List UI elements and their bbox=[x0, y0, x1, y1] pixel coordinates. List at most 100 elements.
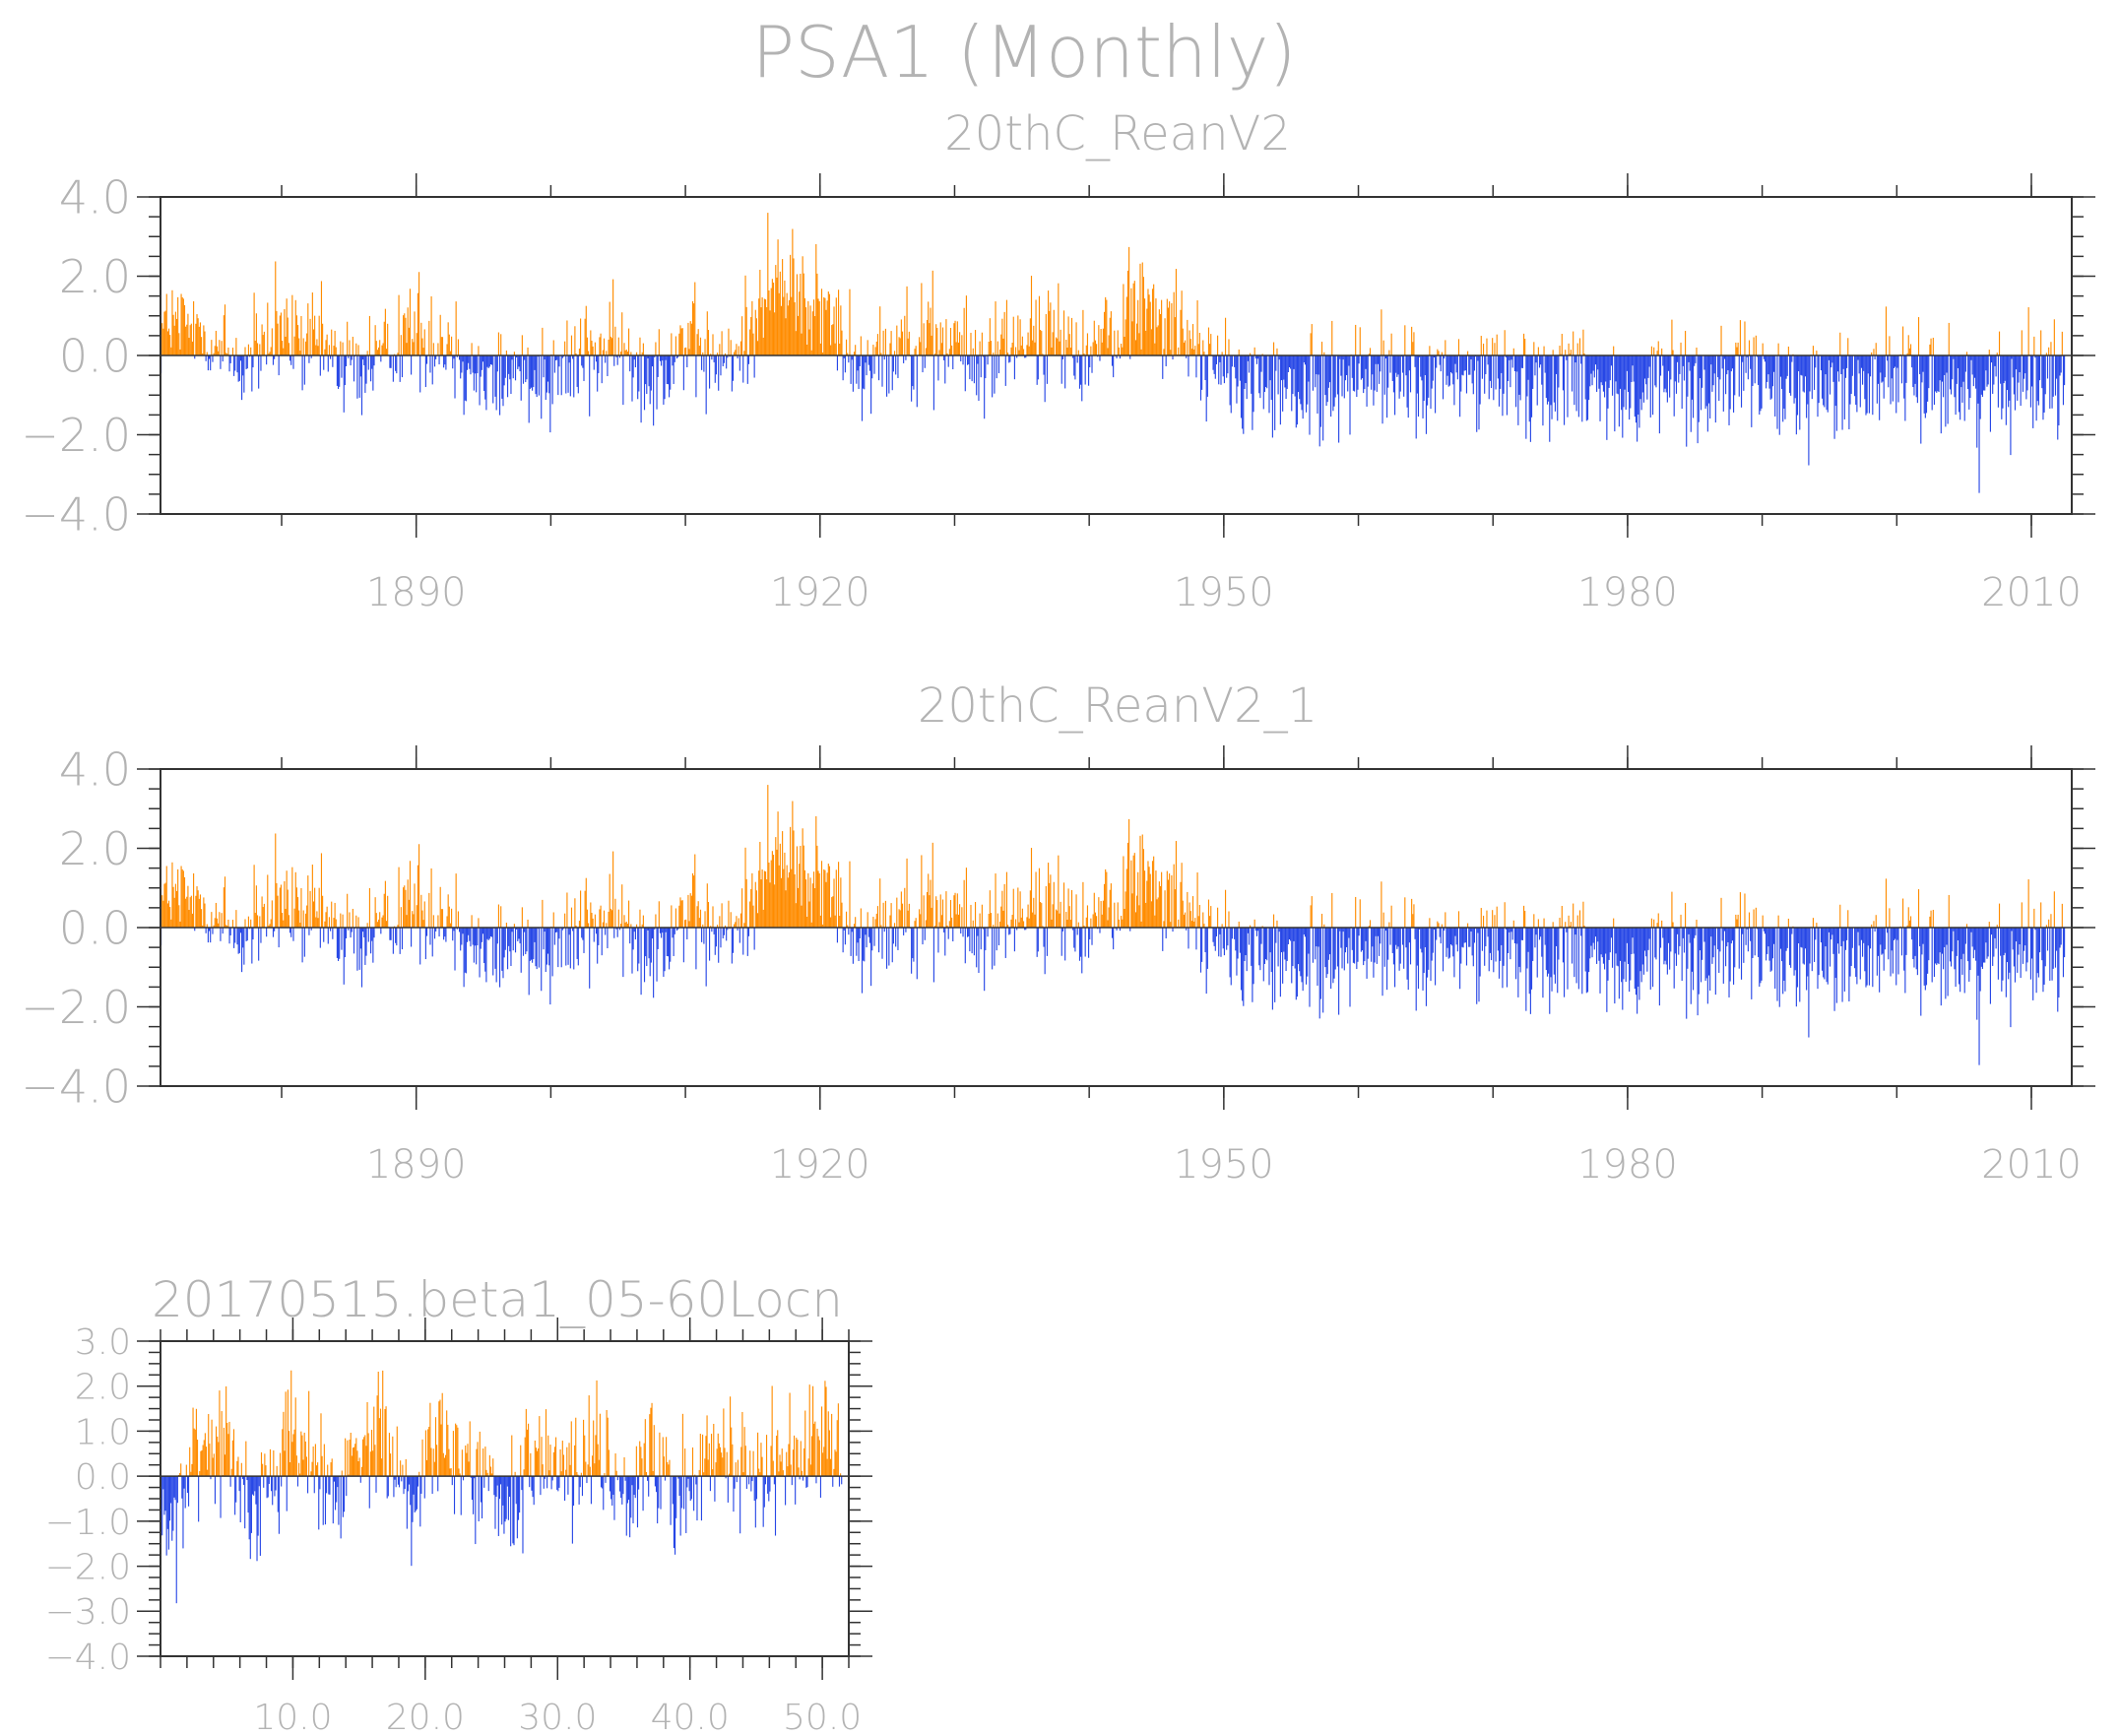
bar-month-745 bbox=[996, 355, 997, 379]
bar-month-1288 bbox=[1605, 355, 1607, 382]
bar-month-1569 bbox=[1920, 928, 1922, 1016]
bar-month-1426 bbox=[1760, 355, 1762, 412]
bar-month-1515 bbox=[1859, 928, 1861, 980]
bar-month-1206 bbox=[1512, 920, 1514, 928]
bar-month-995 bbox=[1276, 348, 1278, 355]
bar-month-1643 bbox=[2003, 928, 2005, 956]
bar-month-370 bbox=[575, 354, 577, 355]
bar-month-1618 bbox=[1975, 928, 1977, 961]
bar-month-1642 bbox=[2002, 355, 2004, 409]
bar-month-244 bbox=[429, 1402, 431, 1477]
bar-month-1656 bbox=[2018, 928, 2020, 955]
bar-month-961 bbox=[1238, 921, 1240, 928]
bar-month-1475 bbox=[1815, 355, 1817, 368]
bar-month-452 bbox=[667, 355, 670, 385]
bar-month-345 bbox=[546, 928, 549, 954]
bar-month-205 bbox=[386, 1476, 388, 1499]
bar-month-1324 bbox=[1645, 928, 1647, 957]
bar-month-1607 bbox=[1962, 355, 1964, 382]
bar-month-868 bbox=[1133, 281, 1135, 355]
bar-month-1108 bbox=[1403, 355, 1405, 397]
bar-month-838 bbox=[1100, 901, 1102, 928]
bar-month-296 bbox=[492, 928, 494, 976]
bar-month-658 bbox=[898, 909, 900, 928]
bar-month-471 bbox=[688, 921, 690, 928]
bar-month-371 bbox=[569, 1464, 571, 1477]
bar-month-976 bbox=[1254, 928, 1256, 932]
bar-month-165 bbox=[342, 1476, 344, 1517]
bar-month-291 bbox=[486, 355, 488, 367]
bar-month-578 bbox=[808, 329, 810, 355]
bar-month-792 bbox=[1049, 310, 1051, 355]
y-tick-label: 0.0 bbox=[59, 330, 131, 383]
bar-month-217 bbox=[404, 885, 406, 928]
bar-month-630 bbox=[867, 340, 868, 355]
bar-month-1348 bbox=[1672, 350, 1674, 355]
bar-month-724 bbox=[972, 920, 974, 928]
bar-month-521 bbox=[744, 275, 746, 355]
bar-month-1473 bbox=[1812, 346, 1815, 355]
bar-month-1179 bbox=[1482, 915, 1485, 928]
bar-month-70 bbox=[237, 1456, 239, 1477]
bar-month-247 bbox=[432, 1448, 434, 1477]
bar-month-1323 bbox=[1644, 355, 1646, 379]
bar-month-983 bbox=[1262, 355, 1264, 410]
bar-month-1362 bbox=[1688, 355, 1690, 362]
bar-month-244 bbox=[433, 355, 436, 367]
bar-month-262 bbox=[454, 355, 456, 399]
bar-month-536 bbox=[761, 868, 763, 928]
bar-month-571 bbox=[790, 1464, 792, 1477]
bar-month-1361 bbox=[1687, 928, 1689, 969]
bar-month-1657 bbox=[2019, 928, 2021, 945]
bar-month-429 bbox=[641, 924, 643, 928]
bar-month-630 bbox=[867, 912, 868, 928]
bar-month-1246 bbox=[1558, 928, 1560, 960]
bar-month-609 bbox=[843, 355, 845, 358]
bar-month-122 bbox=[294, 1397, 296, 1477]
bar-month-185 bbox=[364, 1435, 366, 1477]
bar-month-440 bbox=[645, 1472, 647, 1477]
bar-month-272 bbox=[465, 928, 467, 974]
bar-month-773 bbox=[1027, 332, 1029, 355]
bar-month-616 bbox=[851, 355, 853, 360]
bar-month-1499 bbox=[1841, 355, 1843, 430]
bar-month-317 bbox=[516, 355, 518, 358]
bar-month-654 bbox=[893, 351, 896, 355]
bar-month-1587 bbox=[1940, 928, 1942, 1006]
bar-month-1565 bbox=[1915, 928, 1917, 970]
bar-month-621 bbox=[857, 355, 859, 371]
bar-month-1544 bbox=[1892, 928, 1894, 974]
bar-month-463 bbox=[679, 897, 681, 928]
bar-month-1605 bbox=[1960, 355, 1962, 388]
bar-month-1614 bbox=[1970, 355, 1972, 360]
bar-month-522 bbox=[745, 878, 747, 928]
bar-month-279 bbox=[473, 355, 475, 391]
bar-month-1450 bbox=[1786, 928, 1788, 948]
panel-3: 20170515.beta1_05-60Locn 3.02.01.00.0−1.… bbox=[45, 1271, 872, 1736]
bar-month-1127 bbox=[1424, 355, 1426, 375]
bar-month-717 bbox=[964, 928, 966, 964]
bar-month-1177 bbox=[1480, 336, 1482, 355]
bar-month-1579 bbox=[1931, 355, 1933, 411]
bar-month-752 bbox=[1003, 311, 1005, 355]
bar-month-259 bbox=[446, 1410, 448, 1477]
bar-month-1286 bbox=[1602, 928, 1604, 964]
bar-month-1232 bbox=[1542, 355, 1544, 426]
bar-month-96 bbox=[268, 354, 270, 355]
bar-month-1103 bbox=[1397, 928, 1399, 947]
bar-month-1369 bbox=[1696, 347, 1698, 355]
bar-month-506 bbox=[728, 900, 730, 928]
bar-month-1233 bbox=[1543, 918, 1545, 928]
bar-month-1042 bbox=[1328, 928, 1331, 955]
bar-month-20 bbox=[182, 870, 184, 928]
bar-month-1588 bbox=[1941, 928, 1944, 954]
bar-month-1508 bbox=[1851, 928, 1853, 948]
bar-month-158 bbox=[337, 928, 340, 961]
bar-month-670 bbox=[912, 355, 914, 387]
bar-month-1304 bbox=[1623, 355, 1625, 408]
bar-month-526 bbox=[740, 1447, 742, 1477]
bar-month-1036 bbox=[1322, 355, 1324, 441]
bar-month-1368 bbox=[1695, 355, 1697, 363]
bar-month-1478 bbox=[1818, 355, 1820, 404]
bar-month-1643 bbox=[2003, 355, 2005, 384]
